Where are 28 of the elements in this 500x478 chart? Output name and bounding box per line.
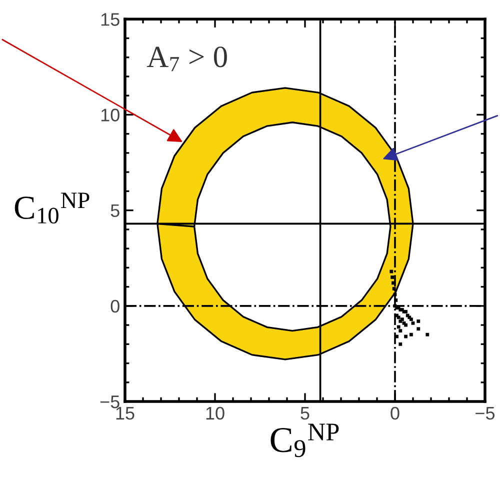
- point: [398, 329, 402, 332]
- x-axis-title: C$_{9}$$^{NP}$: [270, 424, 339, 458]
- point: [392, 287, 396, 290]
- point: [390, 276, 394, 279]
- point: [426, 332, 430, 336]
- point: [411, 321, 415, 325]
- y-tick-label: 10: [101, 108, 120, 122]
- point: [398, 342, 402, 346]
- point: [394, 298, 398, 302]
- point: [392, 281, 395, 285]
- y-tick-label: 15: [101, 13, 120, 26]
- y-tick-label: 0: [110, 300, 120, 313]
- annotation: A$_{7}$ > 0: [146, 46, 227, 72]
- point: [395, 334, 398, 338]
- point: [410, 332, 413, 336]
- point: [393, 292, 397, 296]
- x-tick-label: −5: [476, 407, 495, 420]
- x-tick-label: 5: [300, 407, 310, 420]
- point: [404, 334, 408, 338]
- y-tick-label: 5: [110, 204, 120, 218]
- point: [416, 327, 420, 331]
- point: [390, 270, 394, 274]
- y-tick-label: −5: [100, 396, 120, 408]
- x-tick-label: 0: [390, 406, 400, 420]
- x-tick-label: 10: [206, 406, 224, 420]
- y-axis-title: C$_{10}$$^{NP}$: [14, 192, 90, 224]
- point: [396, 325, 400, 329]
- point: [416, 320, 420, 323]
